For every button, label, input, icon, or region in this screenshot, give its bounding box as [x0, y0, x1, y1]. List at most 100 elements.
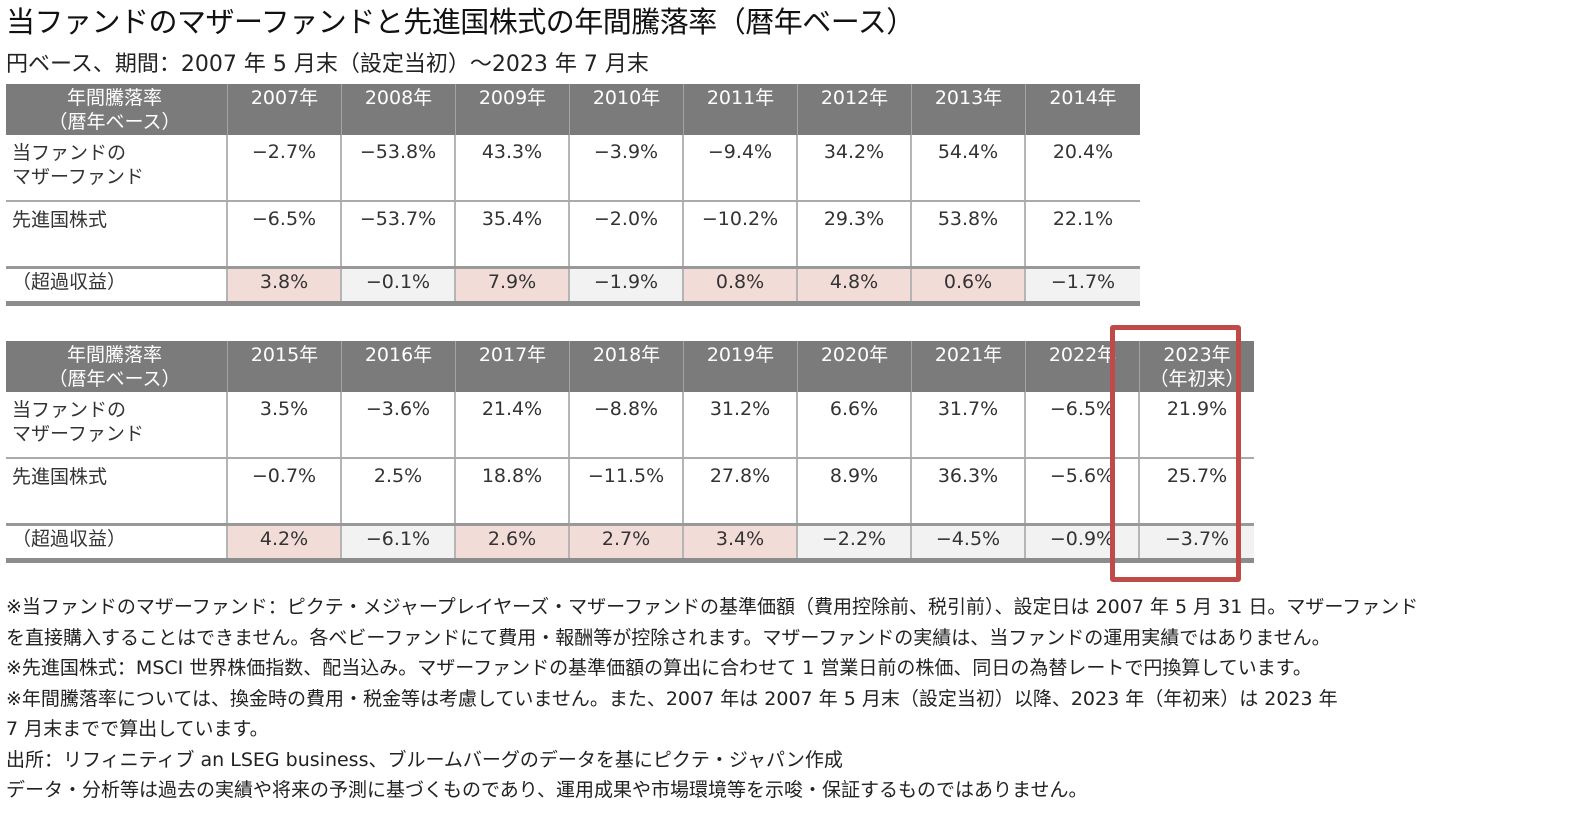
fund-value: −9.4% — [684, 135, 798, 200]
developed-label: 先進国株式 — [6, 459, 228, 523]
excess-value: −2.2% — [798, 526, 912, 558]
footnote-line: 7 月末までで算出しています。 — [6, 718, 269, 740]
cell-line: 2011年 — [706, 87, 775, 109]
cell-line: 当ファンドの — [12, 399, 127, 421]
developed-label: 先進国株式 — [6, 202, 228, 266]
fund-value: −53.8% — [342, 135, 456, 200]
fund-value: −3.6% — [342, 392, 456, 457]
excess-value: −1.9% — [570, 269, 684, 301]
year-header: 2017年 — [456, 341, 570, 392]
cell-line: 2009年 — [478, 87, 547, 109]
developed-value: 53.8% — [912, 202, 1026, 266]
excess-value: 7.9% — [456, 269, 570, 301]
cell-line: 2019年 — [706, 344, 775, 366]
cell-line: （年初来） — [1149, 368, 1245, 390]
excess-value: 2.7% — [570, 526, 684, 558]
cell-line: 2012年 — [820, 87, 889, 109]
developed-row: 先進国株式 −6.5% −53.7% 35.4% −2.0% −10.2% 29.3% 53.… — [6, 202, 1140, 269]
excess-value: −0.1% — [342, 269, 456, 301]
year-header: 2014年 — [1026, 84, 1140, 135]
excess-value: 3.4% — [684, 526, 798, 558]
cell-line: 2022年 — [1048, 344, 1117, 366]
developed-value: 27.8% — [684, 459, 798, 523]
excess-value: −0.9% — [1026, 526, 1140, 558]
year-header: 2007年 — [228, 84, 342, 135]
page-subtitle: 円ベース、期間：2007 年 5 月末（設定当初）〜2023 年 7 月末 — [6, 52, 649, 77]
cell-line: 2023年 — [1163, 344, 1231, 366]
developed-value: 29.3% — [798, 202, 912, 266]
cell-line: マザーファンド — [12, 423, 144, 445]
developed-value: 22.1% — [1052, 208, 1114, 230]
fund-label: 当ファンドの マザーファンド — [6, 135, 228, 200]
year-header: 2020年 — [798, 341, 912, 392]
fund-label: 当ファンドの マザーファンド — [6, 392, 228, 457]
footnote-line: を直接購入することはできません。各ベビーファンドにて費用・報酬等が控除されます。… — [6, 626, 1331, 649]
returns-table-2007-2014: 年間騰落率 （暦年ベース） 2007年 2008年 2009年 2010年 2011年 201… — [6, 84, 1140, 306]
developed-value: −2.0% — [570, 202, 684, 266]
header-label-cell: 年間騰落率 （暦年ベース） — [6, 341, 228, 392]
fund-value: 3.5% — [228, 392, 342, 457]
header-row: 年間騰落率 （暦年ベース） 2007年 2008年 2009年 2010年 2011年 201… — [6, 84, 1140, 135]
developed-value: 2.5% — [342, 459, 456, 523]
footnotes: ※当ファンドのマザーファンド：ピクテ・メジャープレイヤーズ・マザーファンドの基準… — [6, 592, 1586, 806]
developed-value: −10.2% — [684, 202, 798, 266]
excess-value: 0.6% — [912, 269, 1026, 301]
cell-line: 当ファンドの — [12, 142, 127, 164]
fund-value: 6.6% — [798, 392, 912, 457]
year-header: 2008年 — [342, 84, 456, 135]
excess-value: 3.8% — [228, 269, 342, 301]
fund-value: 43.3% — [456, 135, 570, 200]
year-header: 2011年 — [684, 84, 798, 135]
header-label-cell: 年間騰落率 （暦年ベース） — [6, 84, 228, 135]
header-row: 年間騰落率 （暦年ベース） 2015年 2016年 2017年 2018年 2019年 202… — [6, 341, 1254, 392]
excess-value: −4.5% — [912, 526, 1026, 558]
developed-value: −53.7% — [342, 202, 456, 266]
cell-line: 2015年 — [250, 344, 319, 366]
developed-value: −6.5% — [228, 202, 342, 266]
cell-line: 2016年 — [364, 344, 433, 366]
excess-label: （超過収益） — [6, 526, 228, 558]
fund-value: −8.8% — [570, 392, 684, 457]
excess-value: −1.7% — [1026, 269, 1140, 301]
excess-value: 2.6% — [456, 526, 570, 558]
cell-line: 2008年 — [364, 87, 433, 109]
fund-value: −3.9% — [570, 135, 684, 200]
cell-line: 2018年 — [592, 344, 661, 366]
cell-line: マザーファンド — [12, 166, 144, 188]
footnote-line: ※先進国株式：MSCI 世界株価指数、配当込み。マザーファンドの基準価額の算出に… — [6, 657, 1312, 679]
fund-value: 54.4% — [912, 135, 1026, 200]
developed-value: −0.7% — [228, 459, 342, 523]
year-header: 2013年 — [912, 84, 1026, 135]
cell-line: 年間騰落率 — [66, 87, 162, 109]
fund-value: −6.5% — [1026, 392, 1140, 457]
year-header: 2023年 （年初来） — [1140, 341, 1254, 392]
fund-value: 21.9% — [1166, 398, 1228, 420]
fund-row: 当ファンドの マザーファンド −2.7% −53.8% 43.3% −3.9% −9.4% 3… — [6, 135, 1140, 202]
footnote-line: ※当ファンドのマザーファンド：ピクテ・メジャープレイヤーズ・マザーファンドの基準… — [6, 596, 1419, 618]
developed-value: 36.3% — [912, 459, 1026, 523]
excess-value: −3.7% — [1140, 526, 1254, 558]
cell-line: （暦年ベース） — [48, 111, 181, 133]
excess-row: （超過収益） 4.2% −6.1% 2.6% 2.7% 3.4% −2.2% −4.5% −0.… — [6, 526, 1254, 563]
excess-value: 0.8% — [684, 269, 798, 301]
year-header: 2022年 — [1026, 341, 1140, 392]
cell-line: 2017年 — [478, 344, 547, 366]
year-header: 2010年 — [570, 84, 684, 135]
developed-value: 25.7% — [1166, 465, 1228, 487]
excess-value: 4.8% — [798, 269, 912, 301]
year-header: 2016年 — [342, 341, 456, 392]
fund-value: 31.7% — [912, 392, 1026, 457]
excess-value: 4.2% — [228, 526, 342, 558]
developed-value: 8.9% — [798, 459, 912, 523]
cell-line: （暦年ベース） — [48, 368, 181, 390]
fund-value: 21.4% — [456, 392, 570, 457]
cell-line: 2014年 — [1049, 87, 1117, 109]
developed-value: 35.4% — [456, 202, 570, 266]
footnote-line: ※年間騰落率については、換金時の費用・税金等は考慮していません。また、2007 … — [6, 687, 1338, 710]
cell-line: 2020年 — [820, 344, 889, 366]
cell-line: 年間騰落率 — [66, 344, 162, 366]
cell-line: 2010年 — [592, 87, 661, 109]
excess-row: （超過収益） 3.8% −0.1% 7.9% −1.9% 0.8% 4.8% 0.6% −1.7… — [6, 269, 1140, 306]
developed-value: −5.6% — [1026, 459, 1140, 523]
developed-value: 18.8% — [456, 459, 570, 523]
